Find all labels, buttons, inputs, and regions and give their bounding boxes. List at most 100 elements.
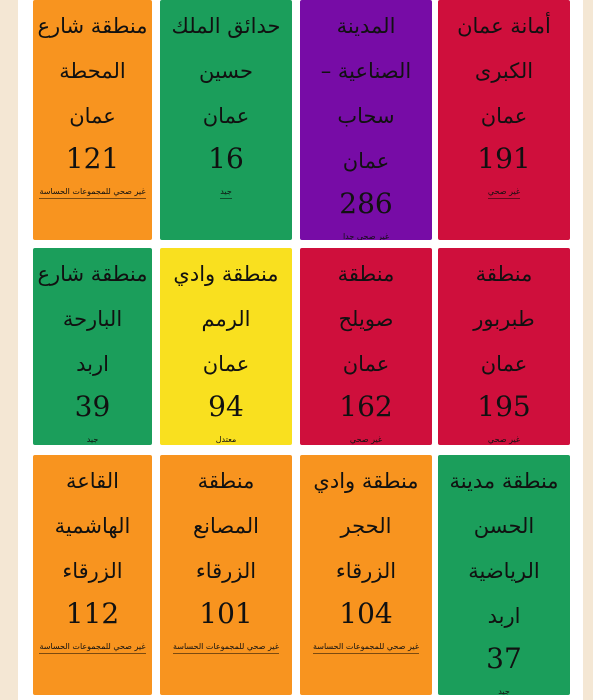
station-card: المدينة الصناعية – سحاب عمان 286 غير صحي جدا (300, 0, 432, 240)
card-content: منطقة شارع البارحة اربد 39 جيد (33, 252, 152, 445)
station-name-line: المدينة (336, 14, 396, 38)
station-card: منطقة شارع المحطة عمان 121 غير صحي للمجموعات… (33, 0, 152, 240)
station-card: منطقة وادي الحجر الزرقاء 104 غير صحي للمجموع… (300, 455, 432, 695)
station-name-line: الزرقاء (62, 559, 123, 583)
card-content: منطقة وادي الرمم عمان 94 معتدل (160, 252, 292, 445)
card-content: منطقة طبربور عمان 195 غير صحي (438, 252, 570, 445)
aqi-status: غير صحي للمجموعات الحساسة (39, 641, 146, 654)
status-wrap: معتدل (160, 427, 292, 445)
station-name-line: منطقة (475, 262, 533, 286)
station-name-line: عمان (342, 352, 390, 376)
status-wrap: غير صحي جدا (300, 224, 432, 240)
station-name-line: الحجر (340, 514, 392, 538)
station-name-line: سحاب (337, 104, 395, 128)
station-name-line: الرياضية (468, 559, 540, 583)
station-card: منطقة شارع البارحة اربد 39 جيد (33, 248, 152, 445)
station-name-line: الزرقاء (195, 559, 257, 583)
status-wrap: غير صحي للمجموعات الحساسة (160, 634, 292, 654)
station-name-line: عمان (202, 352, 250, 376)
station-name-line: طبربور (473, 307, 535, 331)
station-name-line: عمان (69, 104, 116, 128)
station-name-line: منطقة شارع (37, 14, 148, 38)
station-name-line: أمانة عمان (457, 14, 551, 38)
station-name-line: اربد (487, 604, 521, 628)
station-name-line: عمان (342, 149, 390, 173)
card-content: منطقة مدينة الحسن الرياضية اربد 37 جيد (438, 459, 570, 695)
aqi-value: 16 (208, 142, 244, 175)
station-name-line: حدائق الملك (171, 14, 281, 38)
station-name-line: صويلح (338, 307, 394, 331)
card-content: المدينة الصناعية – سحاب عمان 286 غير صحي جدا (300, 4, 432, 240)
aqi-status: غير صحي للمجموعات الحساسة (39, 186, 146, 199)
station-name-line: منطقة شارع (37, 262, 148, 286)
station-name-line: الصناعية – (320, 59, 412, 83)
station-name-line: البارحة (62, 307, 123, 331)
status-wrap: غير صحي (438, 179, 570, 199)
status-wrap: غير صحي للمجموعات الحساسة (33, 634, 152, 654)
station-name-line: منطقة (337, 262, 395, 286)
aqi-status: غير صحي (487, 186, 521, 199)
card-content: منطقة شارع المحطة عمان 121 غير صحي للمجموعات… (33, 4, 152, 199)
screen: أمانة عمان الكبرى عمان 191 غير صحي المدينة الص… (18, 0, 583, 700)
station-name-line: الحسن (473, 514, 535, 538)
aqi-status: جيد (87, 434, 99, 445)
aqi-value: 39 (74, 390, 111, 423)
station-card: منطقة طبربور عمان 195 غير صحي (438, 248, 570, 445)
station-card: منطقة المصانع الزرقاء 101 غير صحي للمجموعات … (160, 455, 292, 695)
station-name-line: منطقة وادي (173, 262, 279, 286)
status-wrap: غير صحي للمجموعات الحساسة (300, 634, 432, 654)
card-content: منطقة المصانع الزرقاء 101 غير صحي للمجموعات … (160, 459, 292, 654)
station-name-line: الكبرى (474, 59, 534, 83)
status-wrap: جيد (438, 679, 570, 695)
station-name-line: الهاشمية (54, 514, 131, 538)
aqi-value: 286 (339, 187, 393, 220)
aqi-status: غير صحي للمجموعات الحساسة (172, 641, 280, 654)
aqi-value: 162 (339, 390, 393, 423)
status-wrap: جيد (160, 179, 292, 199)
station-name-line: اربد (76, 352, 109, 376)
aqi-value: 121 (65, 142, 120, 175)
station-card: منطقة وادي الرمم عمان 94 معتدل (160, 248, 292, 445)
station-name-line: عمان (480, 104, 528, 128)
aqi-value: 37 (486, 642, 522, 675)
aqi-status: معتدل (216, 434, 237, 445)
station-card: أمانة عمان الكبرى عمان 191 غير صحي (438, 0, 570, 240)
status-wrap: غير صحي (438, 427, 570, 445)
card-content: منطقة صويلح عمان 162 غير صحي (300, 252, 432, 445)
station-name-line: المحطة (59, 59, 126, 83)
aqi-status: غير صحي للمجموعات الحساسة (312, 641, 420, 654)
station-name-line: عمان (202, 104, 250, 128)
station-name-line: منطقة وادي (313, 469, 419, 493)
aqi-status: غير صحي (488, 434, 520, 445)
aqi-value: 101 (199, 597, 253, 630)
station-name-line: حسين (198, 59, 254, 83)
card-content: حدائق الملك حسين عمان 16 جيد (160, 4, 292, 199)
card-content: منطقة وادي الحجر الزرقاء 104 غير صحي للمجموع… (300, 459, 432, 654)
station-name-line: الرمم (201, 307, 251, 331)
card-content: أمانة عمان الكبرى عمان 191 غير صحي (438, 4, 570, 199)
station-card: حدائق الملك حسين عمان 16 جيد (160, 0, 292, 240)
aqi-status: غير صحي (350, 434, 382, 445)
station-card: منطقة مدينة الحسن الرياضية اربد 37 جيد (438, 455, 570, 695)
station-card: منطقة صويلح عمان 162 غير صحي (300, 248, 432, 445)
aqi-value: 191 (477, 142, 531, 175)
status-wrap: غير صحي (300, 427, 432, 445)
station-name-line: القاعة (65, 469, 120, 493)
status-wrap: جيد (33, 427, 152, 445)
station-name-line: منطقة (197, 469, 255, 493)
station-name-line: منطقة مدينة (449, 469, 559, 493)
aqi-status: غير صحي جدا (343, 231, 389, 240)
station-card: القاعة الهاشمية الزرقاء 112 غير صحي للمجموعا… (33, 455, 152, 695)
aqi-value: 104 (339, 597, 393, 630)
station-name-line: عمان (480, 352, 528, 376)
aqi-value: 112 (65, 597, 120, 630)
aqi-value: 195 (477, 390, 531, 423)
aqi-status: جيد (498, 686, 510, 695)
card-content: القاعة الهاشمية الزرقاء 112 غير صحي للمجموعا… (33, 459, 152, 654)
aqi-value: 94 (208, 390, 244, 423)
station-name-line: المصانع (192, 514, 259, 538)
station-name-line: الزرقاء (335, 559, 397, 583)
status-wrap: غير صحي للمجموعات الحساسة (33, 179, 152, 199)
aqi-status: جيد (220, 186, 232, 199)
